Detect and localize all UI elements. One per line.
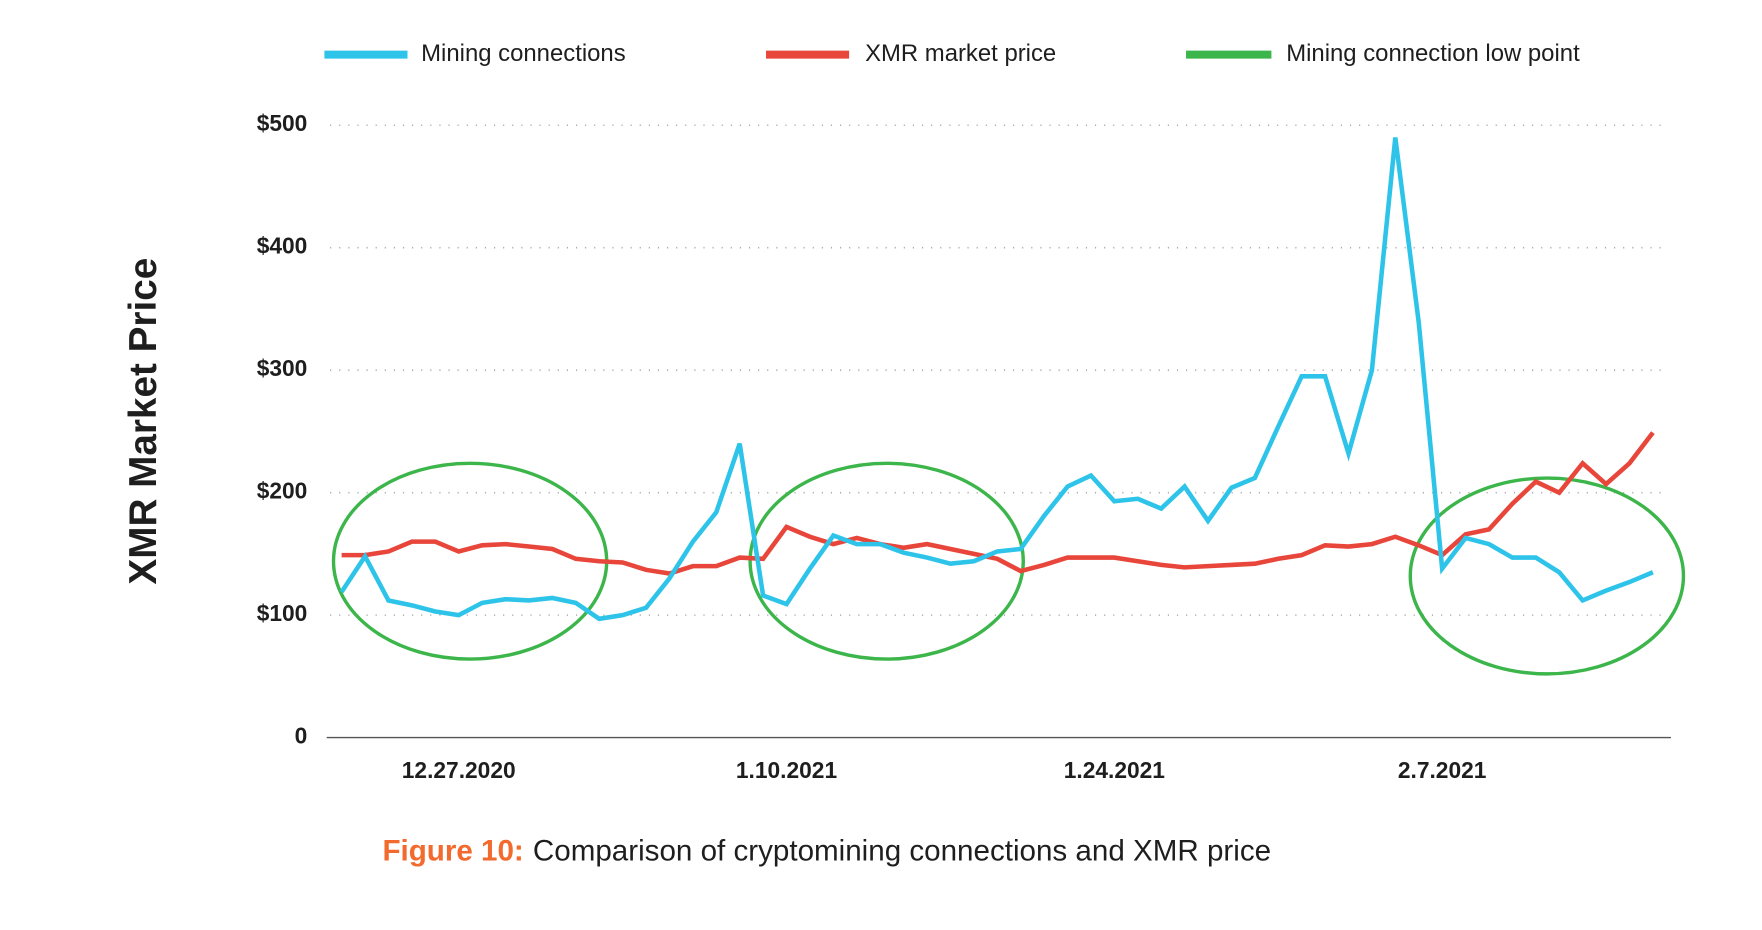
x-tick-label: 1.10.2021 — [736, 757, 838, 783]
caption-label: Figure 10: — [382, 834, 523, 867]
x-tick-label: 12.27.2020 — [402, 757, 516, 783]
legend-label: Mining connection low point — [1286, 40, 1580, 67]
y-tick-label: $200 — [257, 478, 308, 504]
caption: Figure 10: Comparison of cryptomining con… — [382, 834, 1271, 867]
y-tick-label: $100 — [257, 600, 308, 626]
y-tick-label: $500 — [257, 110, 308, 136]
legend-label: Mining connections — [421, 40, 626, 67]
low-point-ellipse — [331, 461, 609, 661]
series-line — [339, 137, 1654, 622]
y-axis-label: XMR Market Price — [122, 258, 165, 585]
y-tick-label: 0 — [295, 723, 308, 749]
y-tick-label: $300 — [257, 355, 308, 381]
legend-label: XMR market price — [865, 40, 1056, 67]
caption-text: Comparison of cryptomining connections a… — [533, 834, 1271, 867]
low-point-ellipse — [748, 461, 1025, 661]
x-tick-label: 1.24.2021 — [1064, 757, 1166, 783]
series-line — [341, 431, 1655, 576]
x-tick-label: 2.7.2021 — [1398, 757, 1487, 783]
y-tick-label: $400 — [257, 233, 308, 259]
low-point-ellipse — [1408, 476, 1686, 676]
